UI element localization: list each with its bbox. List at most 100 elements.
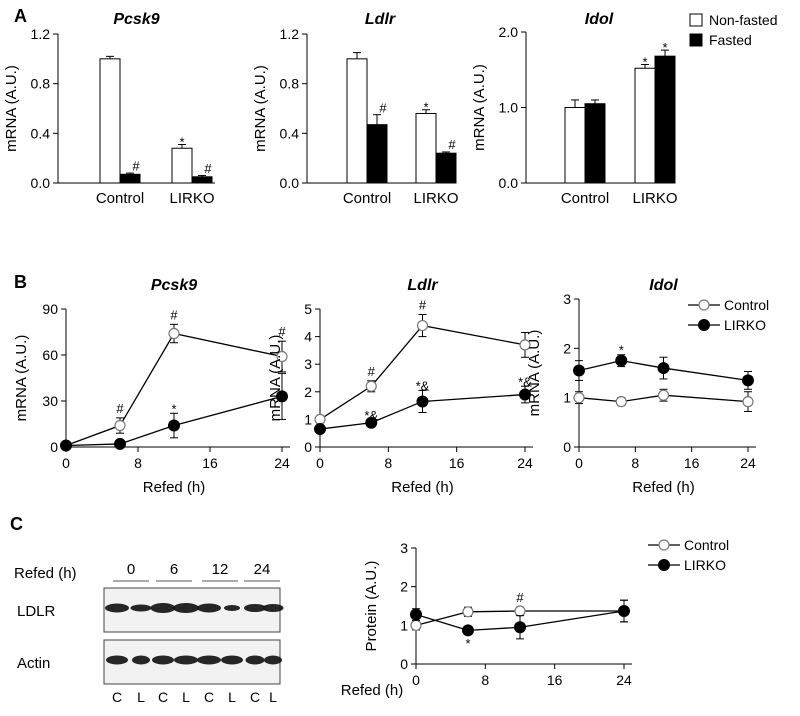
series-line-lirko [415,610,625,632]
bar-fasted [191,176,213,184]
y-tick-label: 60 [42,347,58,363]
x-tick-label: 8 [384,455,392,471]
y-tick-label: 4 [304,329,312,345]
y-tick-label: 0.0 [499,175,519,191]
y-tick-label: 0.8 [31,76,51,92]
point-control [742,396,754,408]
point-lirko [365,416,378,429]
legend-label: Fasted [709,32,752,48]
y-tick-label: 0.0 [280,175,300,191]
y-tick-label: 30 [42,393,58,409]
legend-marker [658,539,670,551]
point-lirko [168,419,180,432]
point-control [410,619,422,631]
legend: Non-fasted Fasted [689,12,777,48]
y-axis-label: mRNA (A.U.) [13,335,30,422]
x-tick-label: 8 [481,672,489,688]
y-tick-label: 0 [563,439,571,455]
blot-timepoint-label: 12 [212,561,229,578]
point-lirko [514,621,526,634]
bar-fasted [119,173,141,184]
y-tick-label: 0 [50,439,58,455]
x-tick-label: 0 [62,455,70,471]
blot-lane-label: C [112,689,122,705]
y-tick-label: 0.4 [280,125,300,141]
y-tick-label: 0.8 [280,76,300,92]
point-lirko [519,388,531,401]
bar-non-fasted [415,112,437,184]
chart-title: Ldlr [365,11,396,28]
significance-mark: * [642,54,647,69]
x-tick-label: 24 [274,455,290,471]
x-tick-label: 16 [547,672,563,688]
chart-title: Idol [585,11,614,28]
blot-band [245,655,265,665]
bar-non-fasted [346,58,368,184]
significance-mark: # [516,590,524,605]
blot-band [197,603,221,613]
blot-lane-label: C [204,689,214,705]
significance-mark: # [132,158,140,173]
significance-mark: * [662,40,667,55]
point-control [314,413,326,425]
x-tick-label: Control [343,190,391,207]
significance-mark: # [116,401,124,416]
bar-non-fasted [634,67,656,184]
x-tick-label: 16 [684,455,700,471]
point-control [416,319,429,332]
blot-lane-label: C [250,689,260,705]
y-tick-label: 1.2 [31,26,51,42]
point-control [615,396,627,408]
chart-a2: Ldlr 0.0 0.4 0.8 1.2 mRNA (A.U.) Control # LIRKO… [252,11,459,207]
point-lirko [276,390,288,403]
point-control [114,419,126,432]
y-tick-label: 1 [304,411,312,427]
y-tick-label: 0 [304,439,312,455]
bar-non-fasted [564,107,586,184]
blot-refed-label: Refed (h) [14,565,77,582]
blot-lane-label: L [228,689,236,705]
x-axis-label: Refed (h) [391,479,454,496]
chart-title: Idol [649,277,678,294]
y-tick-label: 1 [400,617,408,633]
y-tick-label: 1.2 [280,26,300,42]
chart-b1: Pcsk9 0 30 60 90 mRNA (A.U.) 0 8 16 24 Refed (h) # #… [13,277,290,496]
legend-label: LIRKO [684,557,726,573]
x-tick-label: 24 [740,455,756,471]
blot-band [262,604,284,612]
significance-mark: # [419,298,427,313]
y-tick-label: 5 [304,301,312,317]
y-axis-label: Protein (A.U.) [363,561,380,652]
y-tick-label: 3 [400,540,408,556]
x-tick-label: 16 [449,455,465,471]
point-control [365,380,377,392]
point-lirko [462,624,474,637]
significance-mark: # [368,364,376,379]
significance-mark: *& [416,378,430,393]
bar-non-fasted [99,58,121,184]
blot-band [105,603,129,613]
point-control [462,606,474,618]
blot-band [264,655,282,665]
series-line-lirko [319,393,526,430]
chart-title: Ldlr [407,277,438,294]
blot-row-label: Actin [17,655,50,672]
y-tick-label: 2 [563,340,571,356]
y-axis-label: mRNA (A.U.) [3,65,20,152]
bar-fasted [654,55,676,184]
legend-marker [698,299,710,311]
x-tick-label: 16 [202,455,218,471]
blot-timepoint-label: 0 [127,561,135,578]
x-tick-label: 8 [631,455,639,471]
bar-fasted [366,124,388,184]
chart-b2: Ldlr 0 1 2 3 4 5 mRNA (A.U.) 0 8 16 24 Refed (h) # # *&… [267,277,533,496]
panel-label-b: B [14,272,27,292]
blot-timepoint-label: 24 [254,561,271,578]
blot-timepoint-label: 6 [170,561,178,578]
blot-band [244,604,266,612]
blot-lane-label: L [269,689,277,705]
chart-a3: Idol 0.0 1.0 2.0 mRNA (A.U.) Control LIRKO * * No… [471,11,777,207]
significance-mark: * [423,100,428,115]
